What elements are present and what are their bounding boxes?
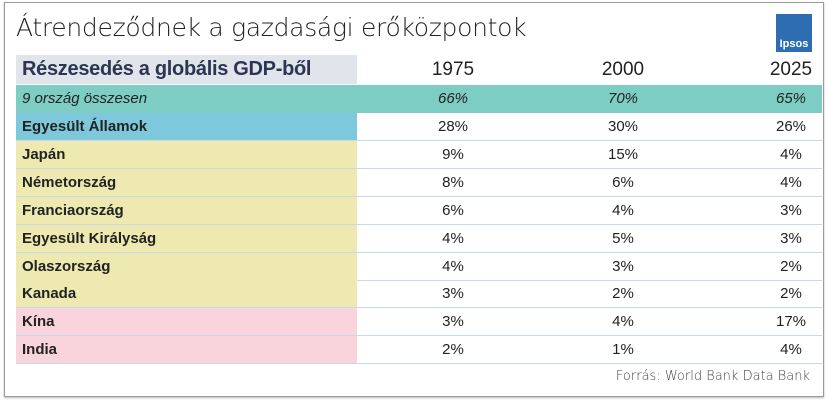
cell: 4% <box>442 257 464 275</box>
cell: 66% <box>437 90 469 107</box>
cell: 6% <box>612 173 634 191</box>
cell: 1% <box>612 341 634 359</box>
table-row: Kína 3% 4% 17% <box>16 308 822 337</box>
cell: 3% <box>780 201 802 219</box>
cell: 5% <box>612 229 634 247</box>
table-row: Egyesült Királyság 4% 5% 3% <box>16 224 822 253</box>
row-label: Egyesült Királyság <box>16 224 357 252</box>
header-label: Részesedés a globális GDP-ből <box>16 55 357 84</box>
year-2000: 2000 <box>601 59 645 80</box>
row-label: India <box>16 336 357 364</box>
row-label: Németország <box>16 168 357 196</box>
cell: 4% <box>780 145 802 163</box>
cell: 9% <box>442 145 464 163</box>
cell: 28% <box>437 118 469 135</box>
page-title: Átrendeződnek a gazdasági erőközpontok <box>16 13 527 42</box>
row-label: Kanada <box>16 280 357 308</box>
cell: 65% <box>775 90 807 107</box>
card-frame <box>4 2 824 397</box>
cell: 8% <box>442 173 464 191</box>
cell: 2% <box>612 285 634 303</box>
row-label: Japán <box>16 140 357 168</box>
table-row: India 2% 1% 4% <box>16 336 822 365</box>
table-row: Japán 9% 15% 4% <box>16 140 822 169</box>
table-row: Olaszország 4% 3% 2% <box>16 252 822 281</box>
cell: 4% <box>612 313 634 331</box>
cell: 15% <box>607 145 639 163</box>
cell: 4% <box>612 201 634 219</box>
cell: 6% <box>442 201 464 219</box>
row-label: Olaszország <box>16 252 357 280</box>
table-row: Franciaország 6% 4% 3% <box>16 196 822 225</box>
cell: 3% <box>612 257 634 275</box>
year-1975: 1975 <box>431 59 475 80</box>
cell: 2% <box>780 285 802 303</box>
cell: 70% <box>607 90 639 107</box>
table-row: Kanada 3% 2% 2% <box>16 280 822 309</box>
cell: 2% <box>780 257 802 275</box>
row-label: Franciaország <box>16 196 357 224</box>
ipsos-logo: Ipsos <box>776 14 812 52</box>
row-label: Egyesült Államok <box>16 113 357 140</box>
total-row: 9 ország összesen 66% 70% 65% <box>16 85 822 113</box>
cell: 26% <box>775 118 807 135</box>
table-header: Részesedés a globális GDP-ből 1975 2000 … <box>16 55 822 84</box>
cell: 4% <box>780 173 802 191</box>
cell: 4% <box>442 229 464 247</box>
row-label: 9 ország összesen <box>22 90 148 107</box>
cell: 17% <box>775 313 807 331</box>
row-label: Kína <box>16 308 357 336</box>
year-2025: 2025 <box>769 59 813 80</box>
cell: 3% <box>780 229 802 247</box>
cell: 3% <box>442 313 464 331</box>
source-note: Forrás: World Bank Data Bank <box>615 369 810 384</box>
cell: 2% <box>442 341 464 359</box>
table-row: Németország 8% 6% 4% <box>16 168 822 197</box>
cell: 30% <box>607 118 639 135</box>
table-row: Egyesült Államok 28% 30% 26% <box>16 113 822 141</box>
cell: 4% <box>780 341 802 359</box>
cell: 3% <box>442 285 464 303</box>
